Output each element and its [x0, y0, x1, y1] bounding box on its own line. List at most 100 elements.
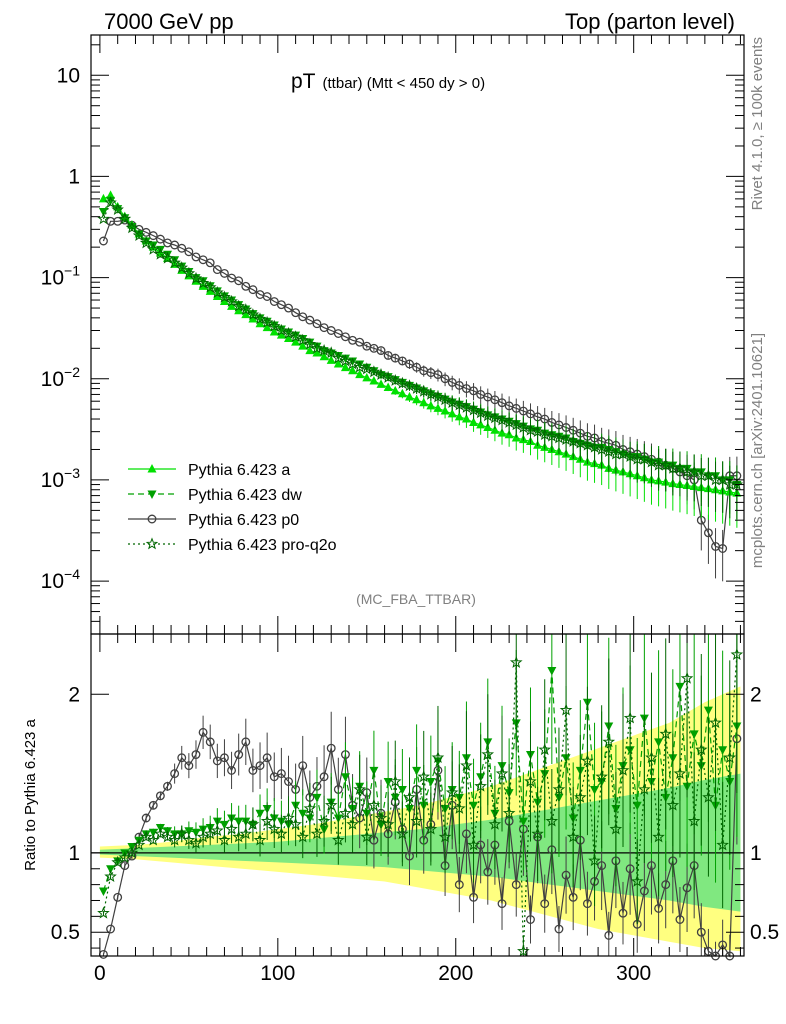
data-point: [218, 290, 231, 303]
data-point: [374, 367, 388, 380]
data-point: [269, 326, 279, 336]
ratio-y-tick-label-right: 0.5: [750, 921, 779, 944]
data-point: [155, 234, 165, 244]
data-point: [227, 765, 237, 775]
data-point: [284, 303, 293, 313]
data-point: [675, 915, 685, 924]
data-point: [291, 337, 301, 346]
data-point: [98, 208, 108, 217]
data-point: [590, 785, 600, 795]
data-point: [524, 774, 537, 787]
data-point: [198, 277, 208, 286]
data-point: [424, 387, 438, 400]
data-point: [454, 380, 464, 390]
data-point: [524, 423, 537, 436]
data-point: [218, 833, 231, 846]
data-point: [310, 341, 324, 354]
data-point: [203, 827, 217, 840]
data-point: [488, 817, 502, 830]
data-point: [291, 308, 301, 318]
data-point: [189, 271, 203, 284]
data-point: [319, 351, 329, 361]
data-point: [260, 814, 274, 827]
data-point: [483, 867, 493, 877]
data-point: [191, 828, 201, 838]
series-line-pythia-6.423-pro-q2o: [102, 201, 737, 486]
data-point: [253, 833, 267, 846]
data-point: [483, 422, 493, 431]
data-point: [326, 326, 336, 335]
data-point: [540, 899, 550, 909]
data-point: [526, 409, 535, 419]
data-point: [132, 228, 146, 241]
data-point: [111, 855, 124, 868]
data-point: [581, 438, 594, 451]
data-point: [284, 328, 294, 337]
data-point: [561, 870, 571, 880]
data-point: [298, 761, 308, 771]
data-point: [362, 372, 372, 382]
data-point: [298, 335, 308, 344]
data-point: [426, 400, 436, 410]
rivet-label: Rivet 4.1.0, ≥ 100k events: [749, 37, 766, 210]
data-point: [460, 759, 473, 772]
data-point: [397, 356, 407, 366]
data-point: [234, 750, 244, 760]
data-point: [723, 751, 737, 764]
data-point: [211, 824, 224, 837]
data-point: [276, 330, 286, 339]
data-point: [730, 647, 744, 660]
data-point: [276, 769, 286, 779]
data-point: [139, 830, 153, 843]
data-point: [148, 800, 158, 810]
data-point: [148, 828, 158, 838]
data-point: [312, 347, 322, 357]
data-point: [267, 822, 281, 835]
legend-label: Pythia 6.423 p0: [188, 512, 299, 529]
data-point: [424, 822, 438, 835]
data-point: [177, 243, 187, 253]
data-point: [170, 769, 180, 779]
data-point: [531, 827, 544, 840]
x-tick-label: 0: [94, 962, 106, 985]
data-point: [374, 811, 388, 824]
data-point: [104, 196, 117, 209]
data-point: [497, 398, 507, 408]
data-point: [198, 727, 208, 737]
data-point: [447, 408, 457, 418]
data-point: [559, 433, 573, 446]
data-point: [141, 813, 151, 823]
data-point: [545, 814, 559, 827]
data-point: [566, 830, 580, 843]
y-tick-label: 1: [68, 165, 80, 188]
data-point: [184, 827, 194, 836]
data-point: [645, 455, 658, 468]
data-point: [241, 737, 251, 747]
data-point: [333, 358, 343, 368]
data-point: [440, 406, 450, 415]
data-point: [269, 297, 279, 306]
data-point: [412, 766, 422, 776]
data-point: [312, 793, 322, 803]
data-point: [248, 765, 258, 775]
y-tick-label-exp: −4: [64, 566, 80, 582]
data-point: [296, 333, 310, 346]
data-point: [431, 751, 445, 764]
data-point: [467, 838, 480, 851]
y-tick-label-base: 10: [41, 267, 64, 290]
data-point: [531, 425, 544, 438]
data-point: [654, 903, 664, 913]
data-point: [582, 899, 592, 909]
data-point: [118, 851, 132, 864]
data-point: [305, 345, 315, 355]
data-point: [106, 190, 116, 199]
data-point: [703, 528, 713, 538]
y-tick-label-base: 10: [41, 368, 64, 391]
legend-marker: [145, 537, 159, 550]
data-point: [369, 376, 379, 385]
data-point: [305, 338, 315, 348]
data-point: [369, 766, 379, 776]
data-point: [618, 908, 628, 918]
data-point: [410, 814, 423, 827]
data-point: [227, 296, 237, 306]
